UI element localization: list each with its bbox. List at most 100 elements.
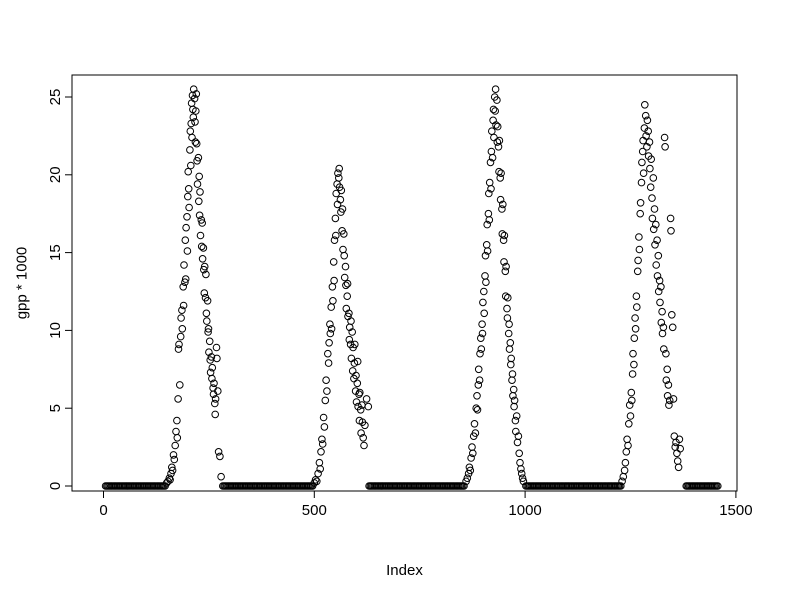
data-point	[503, 314, 512, 322]
data-point	[638, 147, 647, 156]
data-point	[173, 434, 182, 442]
data-point	[482, 241, 491, 249]
data-point	[508, 370, 517, 378]
data-point	[645, 138, 654, 146]
data-point	[324, 359, 333, 367]
data-point	[176, 332, 185, 341]
data-point	[188, 133, 196, 142]
data-point	[622, 448, 631, 456]
data-point	[353, 357, 362, 366]
data-point	[652, 220, 660, 229]
data-point	[501, 292, 510, 301]
data-point	[359, 434, 368, 442]
data-point	[473, 392, 481, 400]
data-point	[504, 329, 513, 338]
x-tick-label: 1500	[719, 502, 752, 519]
data-point	[181, 236, 190, 244]
data-point	[205, 348, 213, 357]
data-point	[202, 270, 210, 279]
data-point	[472, 404, 481, 413]
data-point	[620, 466, 629, 475]
data-point	[663, 365, 672, 374]
data-point	[200, 289, 209, 297]
data-point	[347, 354, 356, 363]
data-point	[343, 292, 352, 301]
data-point	[660, 133, 669, 142]
data-point	[191, 118, 199, 126]
data-point	[511, 416, 520, 425]
plot-box	[71, 74, 738, 492]
data-point	[214, 448, 223, 456]
data-point	[498, 205, 506, 213]
data-point	[361, 421, 369, 430]
data-point	[492, 121, 500, 129]
data-point	[661, 143, 669, 151]
data-point	[331, 214, 340, 223]
data-point	[471, 429, 480, 437]
data-point	[630, 334, 639, 343]
data-point	[631, 314, 639, 322]
data-point	[478, 329, 487, 338]
data-point	[185, 203, 193, 212]
data-point	[498, 230, 507, 238]
data-point	[481, 272, 489, 280]
x-tick-label: 500	[302, 502, 327, 519]
data-point	[633, 303, 641, 311]
data-point	[327, 303, 336, 311]
data-point	[192, 107, 200, 115]
data-point	[497, 169, 505, 177]
data-point	[673, 449, 681, 458]
data-point	[195, 172, 203, 181]
data-point	[639, 169, 648, 177]
data-point	[469, 449, 477, 458]
data-point	[179, 283, 187, 291]
data-point	[642, 132, 650, 140]
data-point	[323, 387, 331, 395]
data-point	[324, 349, 332, 358]
data-point	[476, 349, 484, 358]
data-point	[175, 340, 183, 349]
data-point	[658, 307, 666, 316]
y-tick-label: 10	[47, 322, 64, 339]
data-point	[474, 365, 483, 374]
data-point	[666, 214, 675, 223]
data-point	[657, 283, 665, 291]
x-tick-label: 0	[99, 502, 107, 519]
data-point	[468, 443, 476, 451]
y-tick-label: 0	[47, 482, 64, 490]
data-point	[339, 245, 347, 254]
data-point	[337, 186, 346, 195]
data-point	[664, 381, 673, 389]
data-point	[334, 169, 342, 177]
data-point	[518, 474, 527, 483]
data-point	[500, 231, 509, 240]
data-point	[169, 451, 178, 459]
data-point	[204, 325, 213, 333]
data-point	[203, 317, 211, 325]
data-point	[644, 127, 653, 135]
data-point	[212, 343, 221, 352]
data-point	[467, 454, 475, 462]
data-point	[330, 276, 338, 285]
data-point	[628, 370, 637, 378]
data-point	[211, 395, 220, 403]
data-point	[183, 247, 192, 255]
data-point	[480, 309, 489, 318]
data-point	[168, 463, 176, 472]
data-point	[217, 472, 225, 481]
data-point	[200, 262, 209, 271]
data-point	[463, 474, 472, 483]
data-point	[356, 388, 364, 397]
data-point	[491, 85, 500, 93]
data-point	[649, 174, 658, 182]
data-point	[506, 339, 515, 347]
data-point	[510, 396, 519, 405]
data-point	[501, 267, 510, 276]
data-point	[318, 435, 326, 444]
data-point	[211, 399, 219, 408]
data-point	[318, 440, 327, 448]
data-point	[485, 189, 493, 198]
data-point	[662, 349, 670, 358]
data-point	[357, 429, 365, 437]
data-point	[510, 402, 518, 411]
